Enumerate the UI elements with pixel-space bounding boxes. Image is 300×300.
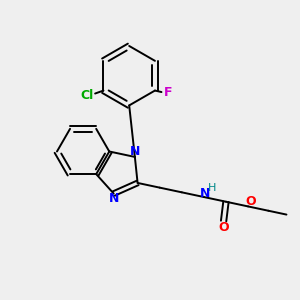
Text: Cl: Cl [80,89,94,102]
Text: N: N [130,146,141,158]
Text: F: F [164,86,172,99]
Text: N: N [200,187,211,200]
Text: N: N [109,192,119,206]
Text: O: O [218,221,229,234]
Text: O: O [246,196,256,208]
Text: H: H [207,183,216,193]
